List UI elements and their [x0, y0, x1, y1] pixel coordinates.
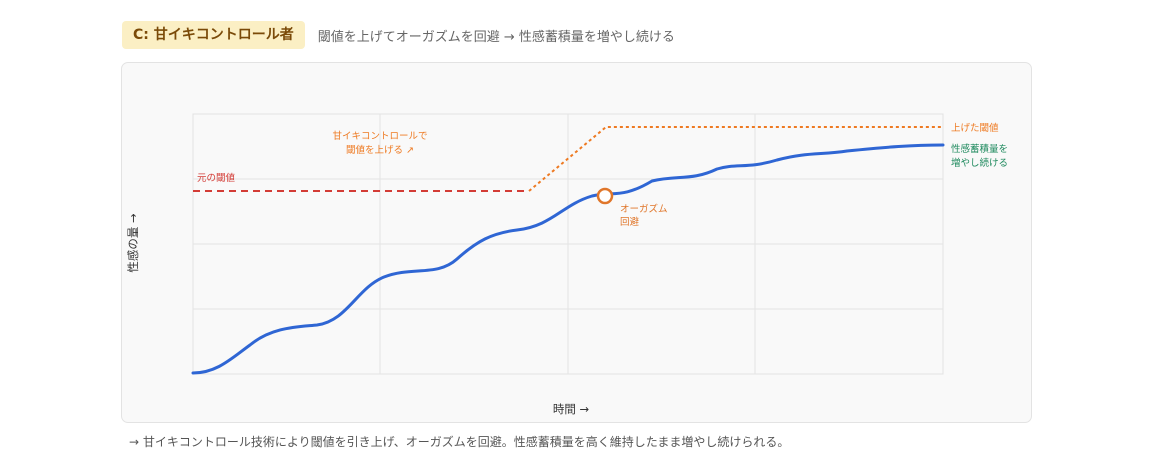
- header: C: 甘イキコントロール者 閾値を上げてオーガズムを回避 → 性感蓄積量を増やし…: [122, 21, 675, 49]
- accumulation-label-line1: 性感蓄積量を: [951, 143, 1008, 155]
- accumulation-label-line2: 増やし続ける: [951, 157, 1008, 169]
- section-badge: C: 甘イキコントロール者: [122, 21, 305, 49]
- raised-threshold-line: [528, 126, 943, 192]
- raised-threshold-label: 上げた閾値: [951, 122, 999, 134]
- original-threshold-label: 元の閾値: [197, 172, 236, 184]
- orgasm-avoid-label-line2: 回避: [620, 216, 640, 228]
- chart-svg: 元の閾値 甘イキコントロールで 閾値を上げる ↗ オーガズム 回避 上げた閾値 …: [126, 113, 1008, 416]
- x-axis-label: 時間 →: [553, 402, 590, 416]
- orgasm-avoid-marker: [596, 187, 614, 205]
- orgasm-avoid-label-line1: オーガズム: [620, 203, 668, 215]
- accumulation-curve: [191, 143, 945, 375]
- chart-panel: 元の閾値 甘イキコントロールで 閾値を上げる ↗ オーガズム 回避 上げた閾値 …: [121, 62, 1032, 423]
- y-axis-label: 性感の量 →: [126, 213, 140, 273]
- raise-threshold-label-line1: 甘イキコントロールで: [332, 130, 427, 142]
- section-subtitle: 閾値を上げてオーガズムを回避 → 性感蓄積量を増やし続ける: [317, 29, 675, 45]
- chart-caption: → 甘イキコントロール技術により閾値を引き上げ、オーガズムを回避。性感蓄積量を高…: [129, 435, 790, 449]
- grid: [193, 114, 943, 374]
- raise-threshold-label-line2: 閾値を上げる ↗: [346, 144, 414, 156]
